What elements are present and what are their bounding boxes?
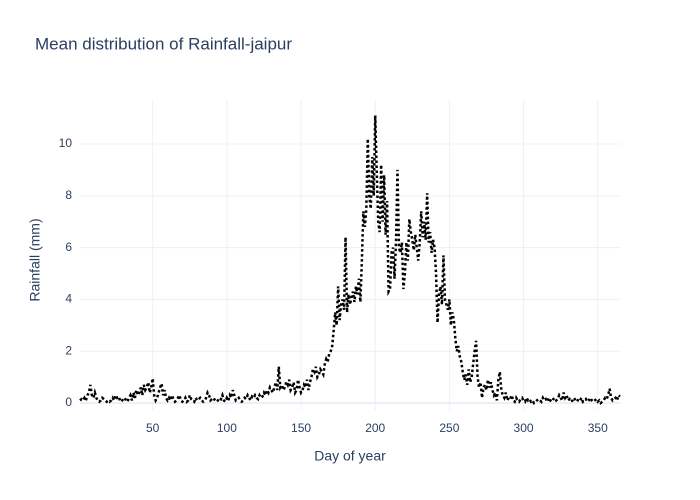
plot-area (79, 115, 621, 405)
rainfall-line (79, 115, 621, 405)
x-tick-label: 350 (588, 421, 608, 435)
x-tick-label: 300 (514, 421, 534, 435)
grid: 50 100 150 200 250 300 350 0 2 4 6 8 10 (59, 100, 620, 435)
y-tick-label: 4 (65, 292, 72, 306)
y-axis-title: Rainfall (mm) (27, 218, 43, 301)
x-tick-label: 200 (365, 421, 385, 435)
x-tick-label: 250 (439, 421, 459, 435)
x-tick-label: 50 (146, 421, 160, 435)
y-tick-label: 10 (59, 136, 73, 150)
x-axis-title: Day of year (314, 448, 386, 464)
x-tick-label: 150 (291, 421, 311, 435)
chart-title: Mean distribution of Rainfall-jaipur (35, 34, 292, 53)
y-tick-label: 8 (65, 188, 72, 202)
y-tick-label: 2 (65, 343, 72, 357)
x-tick-label: 100 (217, 421, 237, 435)
y-tick-label: 0 (65, 395, 72, 409)
y-tick-label: 6 (65, 240, 72, 254)
